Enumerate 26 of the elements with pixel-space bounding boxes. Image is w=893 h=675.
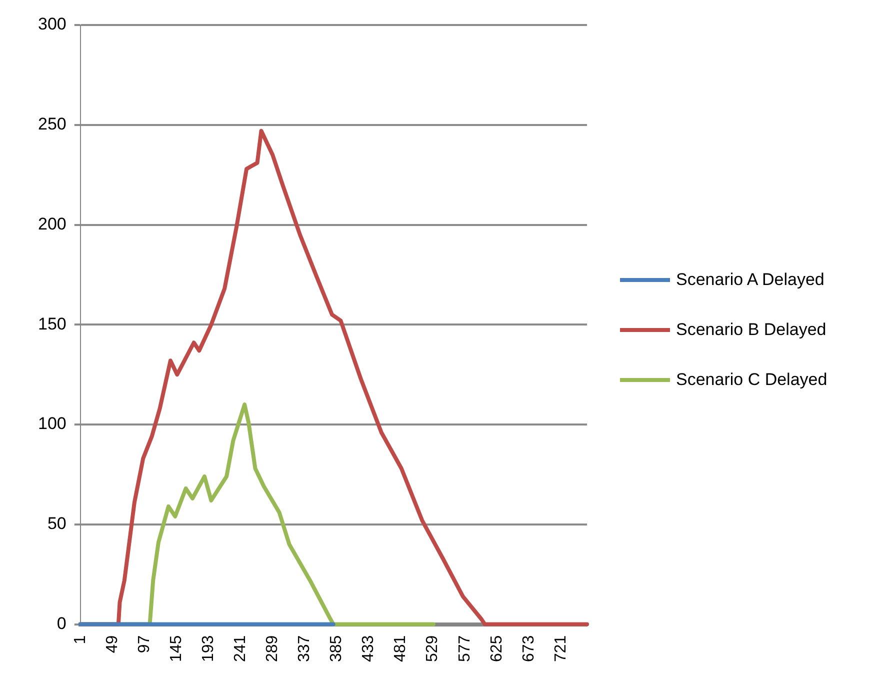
y-tick-label: 200 [38,214,66,234]
x-tick-label: 289 [264,635,282,662]
legend-label: Scenario B Delayed [676,320,826,340]
x-tick-label: 625 [488,635,506,662]
x-tick-label: 337 [296,635,314,662]
x-tick-label: 721 [552,635,570,662]
y-tick-label: 250 [38,114,66,134]
x-tick-label: 433 [360,635,378,662]
x-tick-label: 385 [328,635,346,662]
legend-label: Scenario C Delayed [676,370,828,390]
x-tick-label: 97 [136,635,153,654]
y-tick-label: 50 [47,514,66,534]
x-tick-label: 529 [424,635,442,662]
x-tick-label: 1 [72,635,89,644]
y-tick-label: 150 [38,314,66,334]
y-tick-label: 100 [38,414,66,434]
x-tick-label: 481 [392,635,410,662]
x-tick-label: 193 [200,635,217,662]
x-tick-label: 49 [104,635,121,654]
x-tick-label: 241 [232,635,249,662]
y-tick-label: 300 [38,14,66,34]
x-tick-label: 673 [520,635,538,662]
legend-label: Scenario A Delayed [676,270,824,290]
x-tick-label: 145 [168,635,185,662]
y-tick-label: 0 [56,614,66,633]
x-tick-label: 577 [456,635,474,662]
